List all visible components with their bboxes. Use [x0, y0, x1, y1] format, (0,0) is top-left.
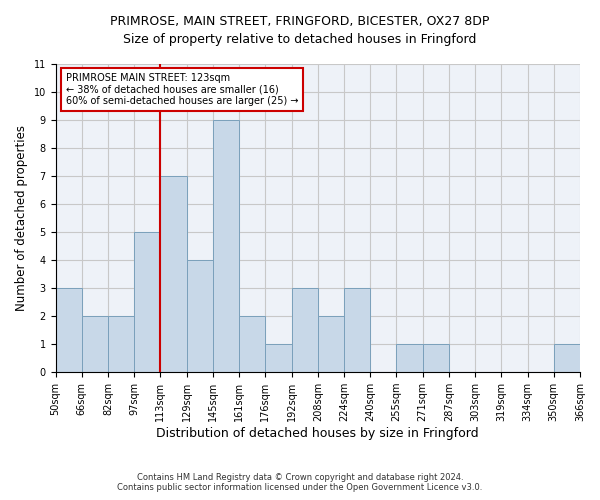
Bar: [82, 316, 108, 372]
Bar: [292, 288, 318, 372]
Bar: [108, 316, 134, 372]
Text: Size of property relative to detached houses in Fringford: Size of property relative to detached ho…: [124, 32, 476, 46]
Bar: [160, 176, 187, 372]
Text: PRIMROSE, MAIN STREET, FRINGFORD, BICESTER, OX27 8DP: PRIMROSE, MAIN STREET, FRINGFORD, BICEST…: [110, 15, 490, 28]
Bar: [344, 288, 370, 372]
Bar: [187, 260, 213, 372]
Bar: [239, 316, 265, 372]
Bar: [56, 288, 82, 372]
Text: PRIMROSE MAIN STREET: 123sqm
← 38% of detached houses are smaller (16)
60% of se: PRIMROSE MAIN STREET: 123sqm ← 38% of de…: [66, 73, 299, 106]
Bar: [213, 120, 239, 372]
Bar: [554, 344, 580, 372]
Bar: [422, 344, 449, 372]
Bar: [265, 344, 292, 372]
Y-axis label: Number of detached properties: Number of detached properties: [15, 125, 28, 311]
X-axis label: Distribution of detached houses by size in Fringford: Distribution of detached houses by size …: [157, 427, 479, 440]
Bar: [397, 344, 422, 372]
Text: Contains HM Land Registry data © Crown copyright and database right 2024.
Contai: Contains HM Land Registry data © Crown c…: [118, 473, 482, 492]
Bar: [318, 316, 344, 372]
Bar: [134, 232, 160, 372]
